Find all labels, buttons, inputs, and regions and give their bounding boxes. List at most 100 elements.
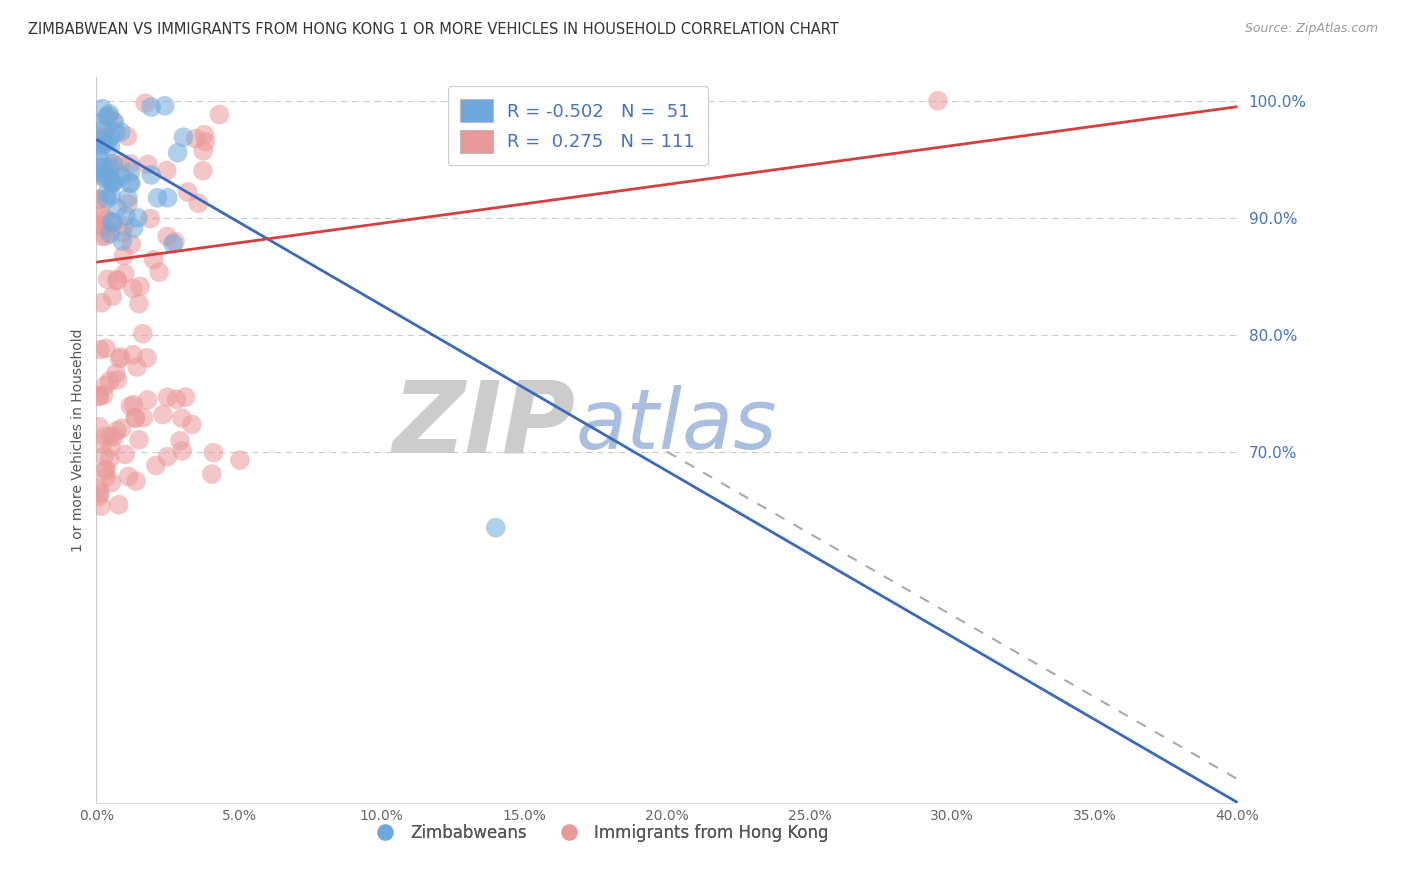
- Point: [132, 326, 155, 341]
- Point: [114, 447, 136, 461]
- Point: [128, 433, 150, 447]
- Point: [114, 209, 136, 223]
- Point: [125, 359, 148, 374]
- Point: [141, 100, 163, 114]
- Point: [103, 157, 125, 171]
- Point: [89, 389, 111, 403]
- Point: [169, 434, 191, 448]
- Point: [156, 229, 179, 244]
- Point: [98, 452, 121, 467]
- Point: [166, 392, 188, 407]
- Point: [125, 474, 148, 488]
- Point: [103, 115, 125, 129]
- Point: [98, 374, 121, 388]
- Point: [122, 348, 145, 362]
- Point: [118, 176, 141, 190]
- Point: [100, 429, 122, 443]
- Point: [96, 169, 118, 184]
- Point: [96, 110, 118, 124]
- Point: [122, 221, 145, 235]
- Point: [91, 102, 114, 116]
- Point: [89, 161, 111, 175]
- Point: [122, 281, 145, 295]
- Point: [120, 399, 142, 413]
- Point: [100, 130, 122, 145]
- Point: [94, 462, 117, 476]
- Point: [89, 192, 111, 206]
- Point: [89, 151, 111, 165]
- Point: [93, 161, 115, 175]
- Point: [89, 389, 111, 403]
- Point: [89, 145, 111, 160]
- Point: [90, 208, 112, 222]
- Point: [110, 350, 132, 364]
- Point: [105, 373, 128, 387]
- Point: [103, 175, 125, 189]
- Point: [174, 390, 197, 404]
- Point: [139, 168, 162, 182]
- Point: [93, 388, 115, 402]
- Point: [194, 135, 217, 149]
- Point: [98, 160, 121, 174]
- Point: [100, 215, 122, 229]
- Point: [96, 135, 118, 149]
- Point: [110, 125, 132, 139]
- Point: [94, 229, 117, 244]
- Point: [121, 237, 143, 252]
- Point: [162, 236, 184, 251]
- Point: [153, 99, 176, 113]
- Point: [136, 351, 159, 365]
- Point: [93, 449, 115, 463]
- Point: [193, 144, 215, 158]
- Point: [124, 410, 146, 425]
- Point: [166, 145, 188, 160]
- Point: [89, 343, 111, 357]
- Point: [139, 211, 162, 226]
- Point: [89, 169, 111, 183]
- Point: [105, 274, 128, 288]
- Point: [103, 429, 125, 443]
- Point: [101, 289, 124, 303]
- Point: [98, 161, 121, 175]
- Point: [927, 94, 949, 108]
- Point: [134, 96, 156, 111]
- Point: [105, 367, 128, 381]
- Point: [172, 130, 194, 145]
- Point: [100, 139, 122, 153]
- Point: [112, 219, 135, 233]
- Point: [129, 279, 152, 293]
- Point: [89, 193, 111, 207]
- Point: [184, 131, 207, 145]
- Point: [104, 125, 127, 139]
- Point: [111, 421, 134, 435]
- Point: [110, 169, 132, 184]
- Text: ZIMBABWEAN VS IMMIGRANTS FROM HONG KONG 1 OR MORE VEHICLES IN HOUSEHOLD CORRELAT: ZIMBABWEAN VS IMMIGRANTS FROM HONG KONG …: [28, 22, 839, 37]
- Point: [89, 218, 111, 232]
- Point: [94, 429, 117, 443]
- Point: [96, 221, 118, 235]
- Point: [127, 211, 149, 225]
- Point: [128, 296, 150, 310]
- Point: [136, 157, 159, 171]
- Point: [165, 235, 187, 249]
- Point: [111, 234, 134, 248]
- Point: [152, 408, 174, 422]
- Point: [101, 175, 124, 189]
- Point: [90, 295, 112, 310]
- Point: [170, 411, 193, 425]
- Point: [142, 252, 165, 267]
- Point: [101, 176, 124, 190]
- Point: [187, 196, 209, 211]
- Point: [114, 267, 136, 281]
- Point: [105, 424, 128, 438]
- Point: [96, 212, 118, 227]
- Point: [89, 486, 111, 500]
- Point: [101, 174, 124, 188]
- Point: [90, 499, 112, 513]
- Point: [100, 188, 122, 202]
- Point: [101, 114, 124, 128]
- Point: [94, 470, 117, 484]
- Point: [172, 443, 194, 458]
- Point: [117, 197, 139, 211]
- Point: [202, 445, 225, 459]
